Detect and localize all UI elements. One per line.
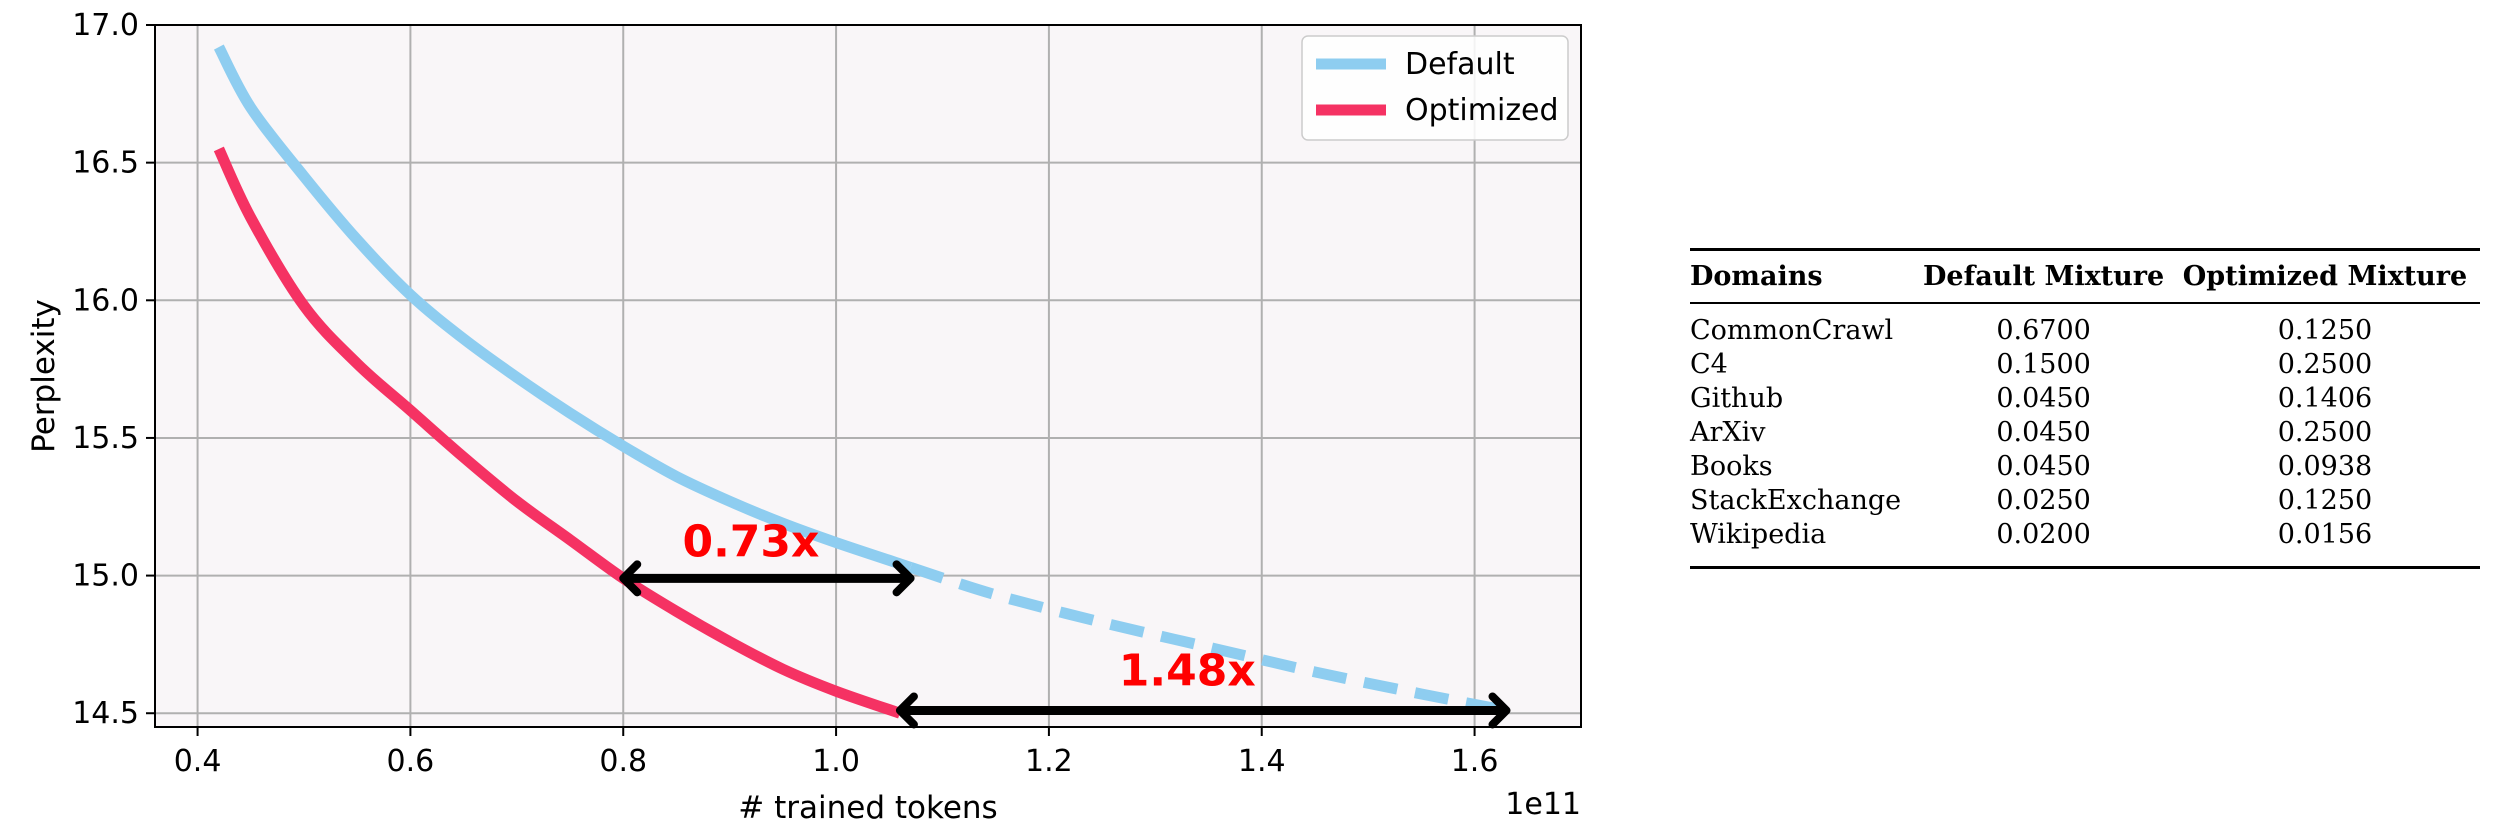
arrow-head-right: [1488, 692, 1511, 729]
y-tick-label: 17.0: [72, 8, 139, 43]
arrow-head-right: [892, 560, 915, 597]
table-row: Github 0.0450 0.1406: [1690, 382, 2480, 416]
row-optimized-value: 0.0156: [2277, 519, 2373, 550]
row-default-value: 0.6700: [1996, 315, 2091, 346]
annotation-073x: 0.73x: [682, 516, 819, 567]
legend-label-default: Default: [1405, 47, 1515, 82]
row-optimized-value: 0.1250: [2277, 485, 2373, 516]
y-tick-label: 15.0: [72, 559, 139, 594]
row-default-value: 0.1500: [1996, 349, 2091, 380]
row-domain: Github: [1690, 383, 1784, 414]
series-layer: [213, 44, 1508, 719]
tick-layer: 0.4 0.6 0.8 1.0 1.2 1.4 1.6 14.5 15.0 15.5 16.0 16.…: [72, 8, 1498, 779]
x-tick-label: 1.6: [1451, 744, 1499, 779]
annotation-148x: 1.48x: [1119, 646, 1256, 697]
grid: [155, 24, 1581, 727]
row-domain: ArXiv: [1690, 417, 1766, 448]
arrow-head-left: [895, 692, 918, 729]
arrow-148x: [895, 692, 1511, 729]
header-optimized-mixture: Optimized Mixture: [2182, 261, 2468, 292]
row-optimized-value: 0.2500: [2277, 417, 2373, 448]
row-optimized-value: 0.2500: [2277, 349, 2373, 380]
row-default-value: 0.0200: [1996, 519, 2091, 550]
x-tick-label: 1.4: [1238, 744, 1286, 779]
perplexity-chart: 0.73x 1.48x 0.4 0.6 0.8 1.0 1.2 1.4 1.6 14.5 15.0…: [26, 8, 1582, 824]
y-tick-label: 15.5: [72, 421, 139, 456]
header-default-mixture: Default Mixture: [1922, 261, 2165, 292]
table-row: Wikipedia 0.0200 0.0156: [1690, 518, 2480, 568]
y-tick-label: 16.0: [72, 283, 139, 318]
x-offset-label: 1e11: [1505, 787, 1581, 822]
x-tick-label: 0.6: [387, 744, 435, 779]
row-default-value: 0.0250: [1996, 485, 2091, 516]
x-tick-label: 0.8: [599, 744, 647, 779]
row-optimized-value: 0.1406: [2277, 383, 2373, 414]
x-tick-label: 1.2: [1025, 744, 1073, 779]
x-tick-label: 0.4: [174, 744, 222, 779]
row-default-value: 0.0450: [1996, 417, 2091, 448]
plot-area: [155, 25, 1581, 727]
table-row: Books 0.0450 0.0938: [1690, 450, 2480, 484]
table-header-row: Domains Default Mixture Optimized Mixtur…: [1690, 249, 2480, 303]
series-line-default: [213, 44, 913, 573]
table-row: C4 0.1500 0.2500: [1690, 348, 2480, 382]
table-row: ArXiv 0.0450 0.2500: [1690, 416, 2480, 450]
legend-label-optimized: Optimized: [1405, 93, 1559, 128]
y-tick-label: 16.5: [72, 146, 139, 181]
y-tick-label: 14.5: [72, 696, 139, 731]
x-axis-label: # trained tokens: [738, 790, 997, 824]
y-axis-label: Perplexity: [26, 299, 62, 453]
row-domain: CommonCrawl: [1690, 315, 1894, 346]
table-row: StackExchange 0.0250 0.1250: [1690, 484, 2480, 518]
arrow-layer: 0.73x 1.48x: [619, 516, 1511, 729]
legend: Default Optimized: [1301, 35, 1569, 141]
arrow-head-left: [619, 560, 642, 597]
row-domain: StackExchange: [1690, 485, 1902, 516]
row-domain: Books: [1690, 451, 1773, 482]
table-row: CommonCrawl 0.6700 0.1250: [1690, 303, 2480, 348]
series-line-optimized: [213, 146, 902, 719]
arrow-073x: [619, 560, 915, 597]
row-domain: C4: [1690, 349, 1728, 380]
x-tick-label: 1.0: [812, 744, 860, 779]
series-line-default-extrapolated: [908, 562, 1508, 716]
row-default-value: 0.0450: [1996, 383, 2091, 414]
mixture-table: Domains Default Mixture Optimized Mixtur…: [1690, 248, 2480, 569]
header-domains: Domains: [1690, 261, 1823, 292]
plot-frame: [154, 24, 1582, 728]
row-optimized-value: 0.1250: [2277, 315, 2373, 346]
row-domain: Wikipedia: [1690, 519, 1827, 550]
row-default-value: 0.0450: [1996, 451, 2091, 482]
row-optimized-value: 0.0938: [2277, 451, 2373, 482]
